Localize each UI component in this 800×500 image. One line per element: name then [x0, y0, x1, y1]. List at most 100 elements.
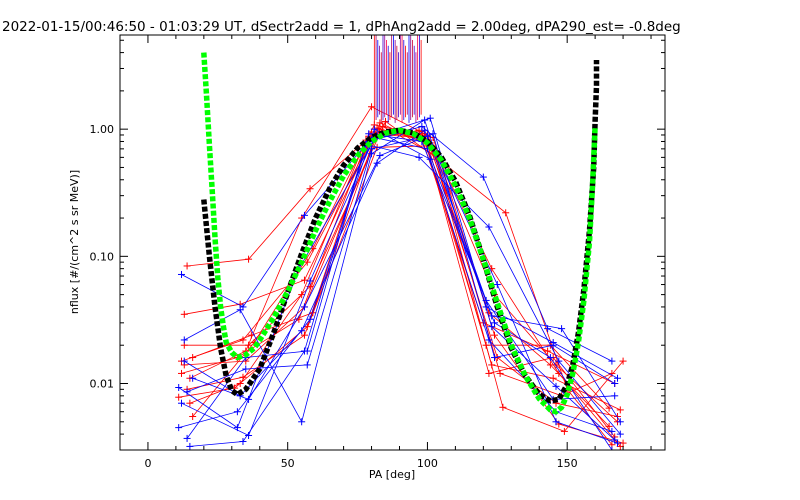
red-data-point	[549, 374, 557, 382]
red-data-point	[306, 185, 314, 193]
blue-data-point	[485, 223, 493, 231]
blue-data-point	[555, 357, 563, 365]
blue-data-point	[488, 312, 496, 320]
red-data-point	[298, 291, 306, 299]
blue-data-point	[418, 122, 426, 130]
blue-data-point	[613, 439, 621, 447]
blue-data-point	[298, 418, 306, 426]
red-data-point	[186, 399, 194, 407]
red-data-point	[546, 361, 554, 369]
red-data-point	[616, 406, 624, 414]
fit-black	[201, 60, 600, 404]
blue-data-point	[488, 323, 496, 331]
peak-spikes	[373, 35, 422, 123]
blue-data-point	[306, 277, 314, 285]
blue-series-line	[192, 133, 615, 400]
red-data-point	[491, 331, 499, 339]
red-series-line	[184, 128, 610, 427]
red-data-point	[488, 265, 496, 273]
blue-data-point	[303, 361, 311, 369]
y-axis-title: nflux [#/(cm^2 s sr MeV)]	[68, 170, 81, 314]
blue-series-line	[181, 126, 613, 362]
red-data-point	[189, 354, 197, 362]
blue-data-point	[177, 270, 185, 278]
blue-data-point	[608, 357, 616, 365]
red-data-point	[544, 347, 552, 355]
blue-data-point	[613, 374, 621, 382]
axes-layer: 0 50 100 150 0.01 0.10 1.00	[90, 35, 665, 470]
blue-data-point	[552, 382, 560, 390]
blue-data-point	[175, 424, 183, 432]
red-data-point	[180, 310, 188, 318]
y-tick-label: 1.00	[90, 123, 115, 136]
blue-data-point	[300, 211, 308, 219]
red-data-point	[303, 258, 311, 266]
blue-data-point	[245, 395, 253, 403]
blue-data-point	[365, 130, 373, 138]
blue-data-point	[376, 152, 384, 160]
blue-data-point	[616, 418, 624, 426]
blue-data-point	[491, 354, 499, 362]
y-tick-label: 0.01	[90, 378, 115, 391]
red-data-point	[245, 341, 253, 349]
blue-data-point	[186, 442, 194, 450]
blue-data-point	[370, 125, 378, 133]
red-data-point	[303, 323, 311, 331]
blue-data-point	[183, 434, 191, 442]
blue-data-point	[368, 145, 376, 153]
chart-title: 2022-01-15/00:46:50 - 01:03:29 UT, dSect…	[2, 19, 681, 35]
blue-data-point	[611, 392, 619, 400]
blue-data-point	[426, 155, 434, 163]
blue-data-point	[415, 153, 423, 161]
blue-data-point	[616, 430, 624, 438]
blue-data-point	[558, 325, 566, 333]
blue-data-point	[493, 281, 501, 289]
y-tick-label: 0.10	[90, 250, 115, 263]
blue-series-line	[189, 133, 615, 447]
red-data-point	[175, 393, 183, 401]
blue-data-point	[429, 130, 437, 138]
red-data-point	[239, 336, 247, 344]
x-tick-label: 100	[417, 457, 438, 470]
blue-data-point	[242, 365, 250, 373]
blue-data-point	[183, 388, 191, 396]
red-data-point	[496, 369, 504, 377]
fit-green	[201, 52, 598, 415]
blue-data-point	[236, 306, 244, 314]
red-data-point	[560, 427, 568, 435]
red-data-point	[183, 262, 191, 270]
red-series-line	[189, 129, 615, 404]
blue-data-point	[491, 319, 499, 327]
blue-data-point	[426, 114, 434, 122]
blue-data-point	[239, 437, 247, 445]
blue-data-point	[611, 380, 619, 388]
red-data-point	[488, 361, 496, 369]
red-data-point	[485, 369, 493, 377]
x-tick-label: 150	[557, 457, 578, 470]
red-data-point	[619, 357, 627, 365]
red-series-line	[187, 145, 618, 417]
red-data-point	[245, 255, 253, 263]
x-axis-title: PA [deg]	[369, 468, 415, 481]
blue-data-point	[608, 427, 616, 435]
blue-data-point	[549, 341, 557, 349]
blue-series-line	[181, 137, 613, 450]
blue-data-point	[421, 126, 429, 134]
blue-data-point	[233, 408, 241, 416]
blue-data-point	[552, 418, 560, 426]
data-layer	[175, 52, 627, 450]
red-data-point	[613, 413, 621, 421]
blue-data-point	[180, 336, 188, 344]
blue-data-point	[298, 327, 306, 335]
red-data-point	[376, 119, 384, 127]
plot-frame	[119, 34, 666, 451]
blue-series-line	[184, 119, 618, 423]
blue-data-point	[546, 354, 554, 362]
blue-data-point	[177, 399, 185, 407]
blue-data-point	[300, 303, 308, 311]
red-data-point	[605, 422, 613, 430]
red-data-point	[177, 369, 185, 377]
blue-data-point	[180, 357, 188, 365]
x-tick-label: 50	[281, 457, 295, 470]
